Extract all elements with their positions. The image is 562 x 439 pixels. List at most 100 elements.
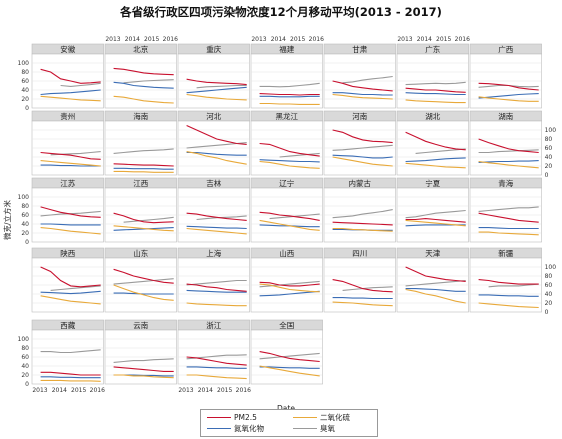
- ytick-label: 0: [545, 172, 549, 179]
- panel-8-series-1: [113, 170, 174, 173]
- ytick-label: 40: [545, 154, 553, 161]
- panel-20-series-0: [478, 212, 539, 223]
- ytick-label: 80: [21, 345, 29, 352]
- panel-23-series-3: [186, 279, 247, 286]
- panel-5-series-1: [405, 99, 466, 104]
- ytick-label: 20: [21, 96, 29, 103]
- panel-7-series-1: [40, 160, 101, 167]
- chart-title: 各省级行政区四项污染物浓度12个月移动平均(2013 - 2017): [120, 5, 442, 19]
- panel-10-title: 黑龙江: [276, 111, 299, 121]
- ytick-label: 40: [21, 87, 29, 94]
- panel-24-series-2: [259, 290, 320, 297]
- panel-4-series-0: [332, 80, 393, 92]
- panel-29-series-0: [113, 366, 174, 372]
- panel-26-title: 天津: [425, 249, 440, 258]
- panel-6-series-1: [478, 96, 539, 102]
- ytick-label: 60: [21, 212, 29, 219]
- panel-13-series-3: [478, 149, 539, 154]
- panel-28-series-3: [40, 349, 101, 354]
- panel-15-series-0: [113, 212, 174, 224]
- panel-21-series-0: [40, 266, 101, 288]
- panel-4-title: 甘肃: [352, 44, 367, 54]
- panel-25-series-0: [332, 279, 393, 293]
- panel-29-series-1: [113, 374, 174, 379]
- panel-7-series-2: [40, 164, 101, 167]
- xtick-label: 2016: [90, 387, 105, 394]
- panel-20-title: 青海: [498, 178, 513, 188]
- panel-29-title: 云南: [133, 320, 148, 330]
- panel-11-series-0: [332, 129, 393, 144]
- panel-22-title: 山东: [133, 248, 148, 258]
- panel-23-series-2: [186, 289, 247, 293]
- panel-25-series-2: [332, 297, 393, 300]
- ytick-label: 100: [18, 336, 30, 343]
- panel-31-series-3: [259, 352, 320, 360]
- panel-9-series-0: [186, 124, 247, 145]
- panel-25-series-3: [342, 286, 393, 291]
- panel-27-series-2: [478, 294, 539, 297]
- ytick-label: 80: [545, 136, 553, 143]
- panel-13-series-0: [478, 138, 539, 154]
- panel-5-series-0: [405, 87, 466, 93]
- panel-2-series-3: [196, 84, 247, 89]
- panel-12-series-1: [405, 162, 466, 169]
- xtick-label: 2015: [71, 387, 86, 394]
- xtick-label: 2013: [397, 36, 412, 43]
- panel-18-series-1: [332, 227, 393, 232]
- panel-22-series-2: [113, 292, 174, 295]
- panel-3-title: 福建: [279, 44, 294, 54]
- xtick-label: 2013: [32, 387, 47, 394]
- panel-12-series-2: [405, 157, 466, 163]
- panel-3-series-3: [259, 82, 320, 88]
- ytick-label: 60: [545, 282, 553, 289]
- panel-9-title: 河北: [206, 112, 221, 121]
- legend-label-nox: 氮氧化物: [234, 424, 264, 433]
- panel-13-series-1: [478, 160, 539, 169]
- panel-23-series-0: [186, 283, 247, 292]
- panel-19-series-1: [405, 219, 466, 227]
- panel-16-title: 吉林: [206, 178, 221, 188]
- panel-30-series-2: [186, 366, 247, 369]
- panel-0-series-1: [40, 95, 101, 102]
- panel-24-series-3: [259, 280, 320, 288]
- panel-15-title: 江西: [133, 179, 148, 188]
- panel-10-series-0: [259, 142, 320, 157]
- panel-1-title: 北京: [133, 44, 148, 54]
- panel-30-series-1: [186, 374, 247, 380]
- xtick-label: 2014: [52, 387, 67, 394]
- panel-26-series-3: [405, 279, 466, 287]
- panel-29-series-3: [113, 358, 174, 363]
- panel-8-series-3: [113, 148, 174, 154]
- panel-3-series-0: [259, 93, 320, 96]
- panel-6-title: 广西: [498, 44, 513, 54]
- panel-0-series-0: [40, 68, 101, 84]
- panel-11-series-1: [332, 156, 393, 167]
- panel-17-series-1: [259, 219, 320, 231]
- panel-14-title: 江苏: [60, 178, 75, 188]
- panel-11-title: 河南: [352, 111, 367, 121]
- ytick-label: 60: [21, 78, 29, 85]
- panel-18-series-3: [332, 209, 393, 219]
- panel-3-series-2: [259, 95, 320, 98]
- y-axis-label: 微克/立方米: [2, 199, 12, 240]
- ytick-label: 20: [21, 372, 29, 379]
- panel-1-series-1: [113, 95, 174, 104]
- panel-17-title: 辽宁: [279, 178, 294, 188]
- panel-12-title: 湖北: [425, 112, 440, 121]
- panel-13-series-2: [478, 160, 539, 163]
- panel-14-series-1: [40, 227, 101, 235]
- panel-8-series-2: [113, 167, 174, 170]
- ytick-label: 40: [21, 221, 29, 228]
- panel-4-series-2: [332, 92, 393, 96]
- panel-25-title: 四川: [352, 249, 367, 258]
- ytick-label: 60: [21, 354, 29, 361]
- legend-swatch-nox: [207, 428, 231, 429]
- panel-28-series-0: [40, 371, 101, 376]
- panel-24-series-1: [259, 283, 320, 293]
- panel-28-title: 西藏: [60, 320, 75, 330]
- panel-27-series-1: [478, 302, 539, 309]
- panel-4-series-1: [332, 93, 393, 100]
- panel-10-series-2: [259, 159, 320, 163]
- ytick-label: 0: [545, 309, 549, 316]
- panel-23-series-1: [186, 302, 247, 307]
